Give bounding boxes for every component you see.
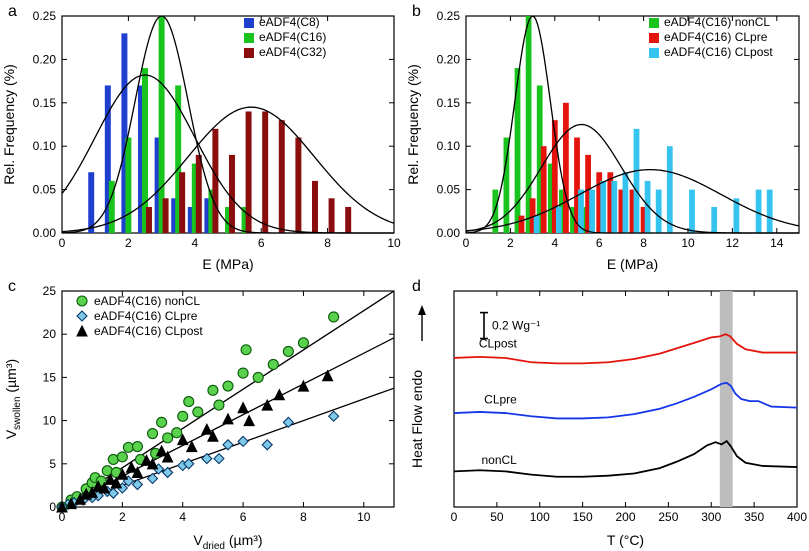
- svg-text:eADF4(C16) nonCL: eADF4(C16) nonCL: [664, 15, 770, 29]
- svg-text:eADF4(C32): eADF4(C32): [259, 45, 326, 59]
- svg-text:0: 0: [49, 500, 56, 514]
- panel-a: 0 2 4 6 8 10 0.00 0.05 0.10 0.15 0.20 0.25 E (MPa) Re…: [0, 0, 404, 275]
- svg-text:10: 10: [357, 510, 371, 524]
- svg-text:0: 0: [463, 236, 470, 250]
- svg-text:250: 250: [658, 510, 678, 524]
- svg-text:4: 4: [551, 236, 558, 250]
- svg-text:200: 200: [615, 510, 635, 524]
- svg-text:0.05: 0.05: [437, 183, 461, 197]
- svg-text:0.15: 0.15: [33, 96, 57, 110]
- svg-text:Heat Flow endo: Heat Flow endo: [409, 370, 425, 468]
- svg-text:T (°C): T (°C): [607, 532, 644, 548]
- svg-text:8: 8: [640, 236, 647, 250]
- svg-text:0.20: 0.20: [437, 52, 461, 66]
- svg-text:4: 4: [191, 236, 198, 250]
- svg-text:0.2 Wg⁻¹: 0.2 Wg⁻¹: [492, 319, 540, 333]
- svg-text:12: 12: [726, 236, 740, 250]
- svg-text:Vdried (µm³): Vdried (µm³): [193, 532, 262, 551]
- svg-text:20: 20: [43, 327, 57, 341]
- svg-text:10: 10: [387, 236, 401, 250]
- figure-grid: 0 2 4 6 8 10 0.00 0.05 0.10 0.15 0.20 0.25 E (MPa) Re…: [0, 0, 809, 551]
- svg-text:eADF4(C16) CLpost: eADF4(C16) CLpost: [664, 45, 773, 59]
- svg-text:E (MPa): E (MPa): [202, 256, 253, 272]
- svg-text:350: 350: [744, 510, 764, 524]
- svg-text:eADF4(C16) CLpost: eADF4(C16) CLpost: [94, 324, 203, 338]
- svg-text:d: d: [412, 278, 421, 295]
- svg-text:5: 5: [49, 457, 56, 471]
- svg-text:2: 2: [507, 236, 514, 250]
- svg-text:50: 50: [490, 510, 504, 524]
- svg-text:15: 15: [43, 370, 57, 384]
- svg-text:0: 0: [59, 236, 66, 250]
- svg-text:10: 10: [43, 414, 57, 428]
- svg-text:eADF4(C16) nonCL: eADF4(C16) nonCL: [94, 294, 200, 308]
- panel-c: 02468100510152025cVdried (µm³)Vswollen (…: [0, 275, 404, 551]
- svg-text:eADF4(C16) CLpre: eADF4(C16) CLpre: [664, 30, 768, 44]
- svg-text:0: 0: [451, 510, 458, 524]
- svg-text:0.05: 0.05: [33, 183, 57, 197]
- svg-text:a: a: [8, 3, 17, 20]
- svg-text:Vswollen (µm³): Vswollen (µm³): [3, 359, 23, 439]
- svg-text:0.20: 0.20: [33, 52, 57, 66]
- svg-text:6: 6: [240, 510, 247, 524]
- svg-text:E (MPa): E (MPa): [607, 256, 658, 272]
- svg-text:14: 14: [770, 236, 784, 250]
- svg-text:0.00: 0.00: [437, 226, 461, 240]
- svg-text:b: b: [412, 3, 421, 20]
- svg-text:0.10: 0.10: [437, 139, 461, 153]
- svg-text:8: 8: [300, 510, 307, 524]
- svg-text:0.15: 0.15: [437, 96, 461, 110]
- svg-text:6: 6: [258, 236, 265, 250]
- svg-text:6: 6: [596, 236, 603, 250]
- svg-text:150: 150: [573, 510, 593, 524]
- svg-text:eADF4(C8): eADF4(C8): [259, 15, 320, 29]
- svg-text:2: 2: [125, 236, 132, 250]
- svg-text:25: 25: [43, 284, 57, 298]
- panel-b: 0 2 4 6 8 10 12 14 0.00 0.05 0.10 0.15 0.20 0.25 E (MP…: [404, 0, 809, 275]
- panel-d: 0 50 100 150 200 250 300 350 400 T (°C) d Heat Flow…: [404, 275, 809, 551]
- svg-text:8: 8: [324, 236, 331, 250]
- svg-text:2: 2: [119, 510, 126, 524]
- svg-text:4: 4: [179, 510, 186, 524]
- svg-text:eADF4(C16): eADF4(C16): [259, 30, 326, 44]
- svg-text:0.25: 0.25: [33, 9, 57, 23]
- svg-text:eADF4(C16) CLpre: eADF4(C16) CLpre: [94, 309, 198, 323]
- svg-text:0.10: 0.10: [33, 139, 57, 153]
- svg-text:100: 100: [530, 510, 550, 524]
- svg-text:Rel. Frequency (%): Rel. Frequency (%): [1, 64, 17, 185]
- svg-text:nonCL: nonCL: [481, 453, 517, 467]
- svg-text:0.00: 0.00: [33, 226, 57, 240]
- svg-text:Rel. Frequency (%): Rel. Frequency (%): [405, 64, 421, 185]
- svg-text:10: 10: [681, 236, 695, 250]
- svg-text:300: 300: [701, 510, 721, 524]
- svg-text:0.25: 0.25: [437, 9, 461, 23]
- svg-text:400: 400: [787, 510, 807, 524]
- svg-text:CLpre: CLpre: [484, 393, 517, 407]
- svg-text:c: c: [8, 278, 16, 295]
